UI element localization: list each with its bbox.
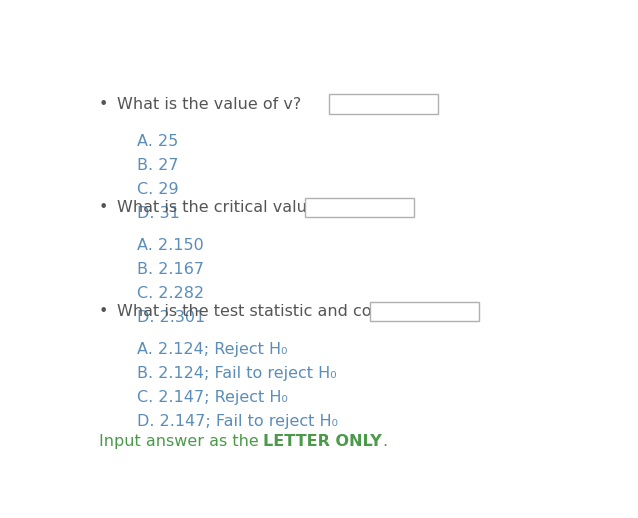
Text: What is the test statistic and conclusion?: What is the test statistic and conclusio…	[117, 304, 446, 319]
Text: What is the critical value?: What is the critical value?	[117, 200, 325, 215]
Text: •: •	[98, 96, 108, 111]
Text: What is the value of v?: What is the value of v?	[117, 96, 301, 111]
Text: D. 2.301: D. 2.301	[137, 310, 205, 325]
Text: D. 31: D. 31	[137, 206, 179, 221]
Bar	[305, 198, 413, 218]
Text: C. 2.282: C. 2.282	[137, 286, 204, 301]
Text: B. 27: B. 27	[137, 159, 178, 174]
Bar	[371, 302, 479, 321]
Text: D. 2.147; Fail to reject H₀: D. 2.147; Fail to reject H₀	[137, 414, 338, 428]
Text: A. 25: A. 25	[137, 135, 178, 149]
Text: C. 2.147; Reject H₀: C. 2.147; Reject H₀	[137, 390, 287, 405]
Text: Input answer as the: Input answer as the	[98, 435, 263, 450]
Text: •: •	[98, 200, 108, 215]
Text: B. 2.124; Fail to reject H₀: B. 2.124; Fail to reject H₀	[137, 366, 336, 381]
Text: A. 2.124; Reject H₀: A. 2.124; Reject H₀	[137, 342, 287, 357]
Text: •: •	[98, 304, 108, 319]
Text: A. 2.150: A. 2.150	[137, 238, 204, 253]
Text: B. 2.167: B. 2.167	[137, 262, 204, 277]
Bar	[329, 94, 438, 113]
Text: LETTER ONLY: LETTER ONLY	[263, 435, 382, 450]
Text: .: .	[382, 435, 387, 450]
Text: C. 29: C. 29	[137, 182, 178, 197]
